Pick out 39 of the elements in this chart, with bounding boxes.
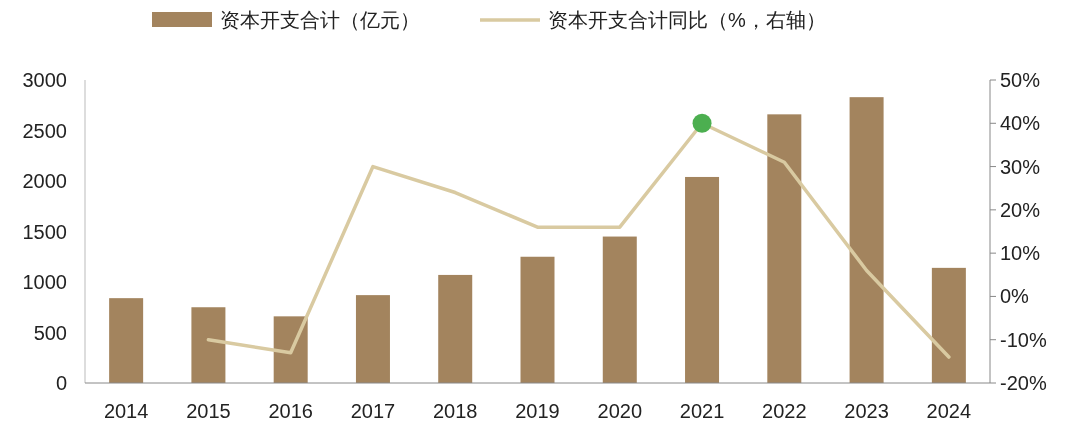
y2-tick-label: 50%: [1000, 69, 1041, 91]
x-tick-label: 2024: [926, 400, 972, 422]
y2-tick-label: -20%: [1000, 372, 1047, 394]
y2-tick-label: 30%: [1000, 155, 1041, 178]
bar: [109, 298, 144, 383]
x-tick-label: 2017: [350, 400, 396, 422]
y-tick-label: 3000: [22, 69, 67, 91]
bar: [685, 176, 720, 383]
legend-label: 资本开支合计同比（%，右轴）: [548, 9, 826, 31]
bar: [602, 236, 637, 383]
bar: [849, 97, 884, 383]
x-tick-label: 2016: [268, 400, 313, 422]
x-tick-label: 2020: [597, 400, 643, 422]
y2-tick-label: 40%: [1000, 112, 1041, 135]
bar: [520, 256, 555, 383]
x-tick-label: 2014: [103, 400, 149, 422]
bar: [931, 267, 966, 383]
x-tick-label: 2021: [679, 400, 725, 422]
x-tick-label: 2023: [844, 400, 889, 422]
x-tick-label: 2018: [432, 400, 478, 422]
y-tick-label: 1000: [22, 271, 67, 293]
x-tick-label: 2015: [186, 400, 231, 422]
x-tick-label: 2019: [515, 400, 560, 422]
y-tick-label: 2000: [22, 170, 67, 192]
bar: [767, 114, 802, 383]
y-tick-label: 1500: [22, 220, 67, 243]
y2-tick-label: 20%: [1000, 198, 1041, 221]
y2-tick-label: 10%: [1000, 242, 1041, 265]
legend-label: 资本开支合计（亿元）: [220, 9, 420, 31]
y-tick-label: 2500: [22, 119, 67, 142]
bar: [273, 316, 308, 383]
bar: [355, 295, 390, 383]
y-tick-label: 500: [33, 321, 67, 344]
y-tick-label: 0: [55, 372, 67, 394]
bar: [191, 307, 226, 383]
y2-tick-label: 0%: [1000, 285, 1030, 308]
y2-tick-label: -10%: [1000, 328, 1047, 351]
bar: [438, 274, 473, 383]
x-tick-label: 2022: [762, 400, 807, 422]
